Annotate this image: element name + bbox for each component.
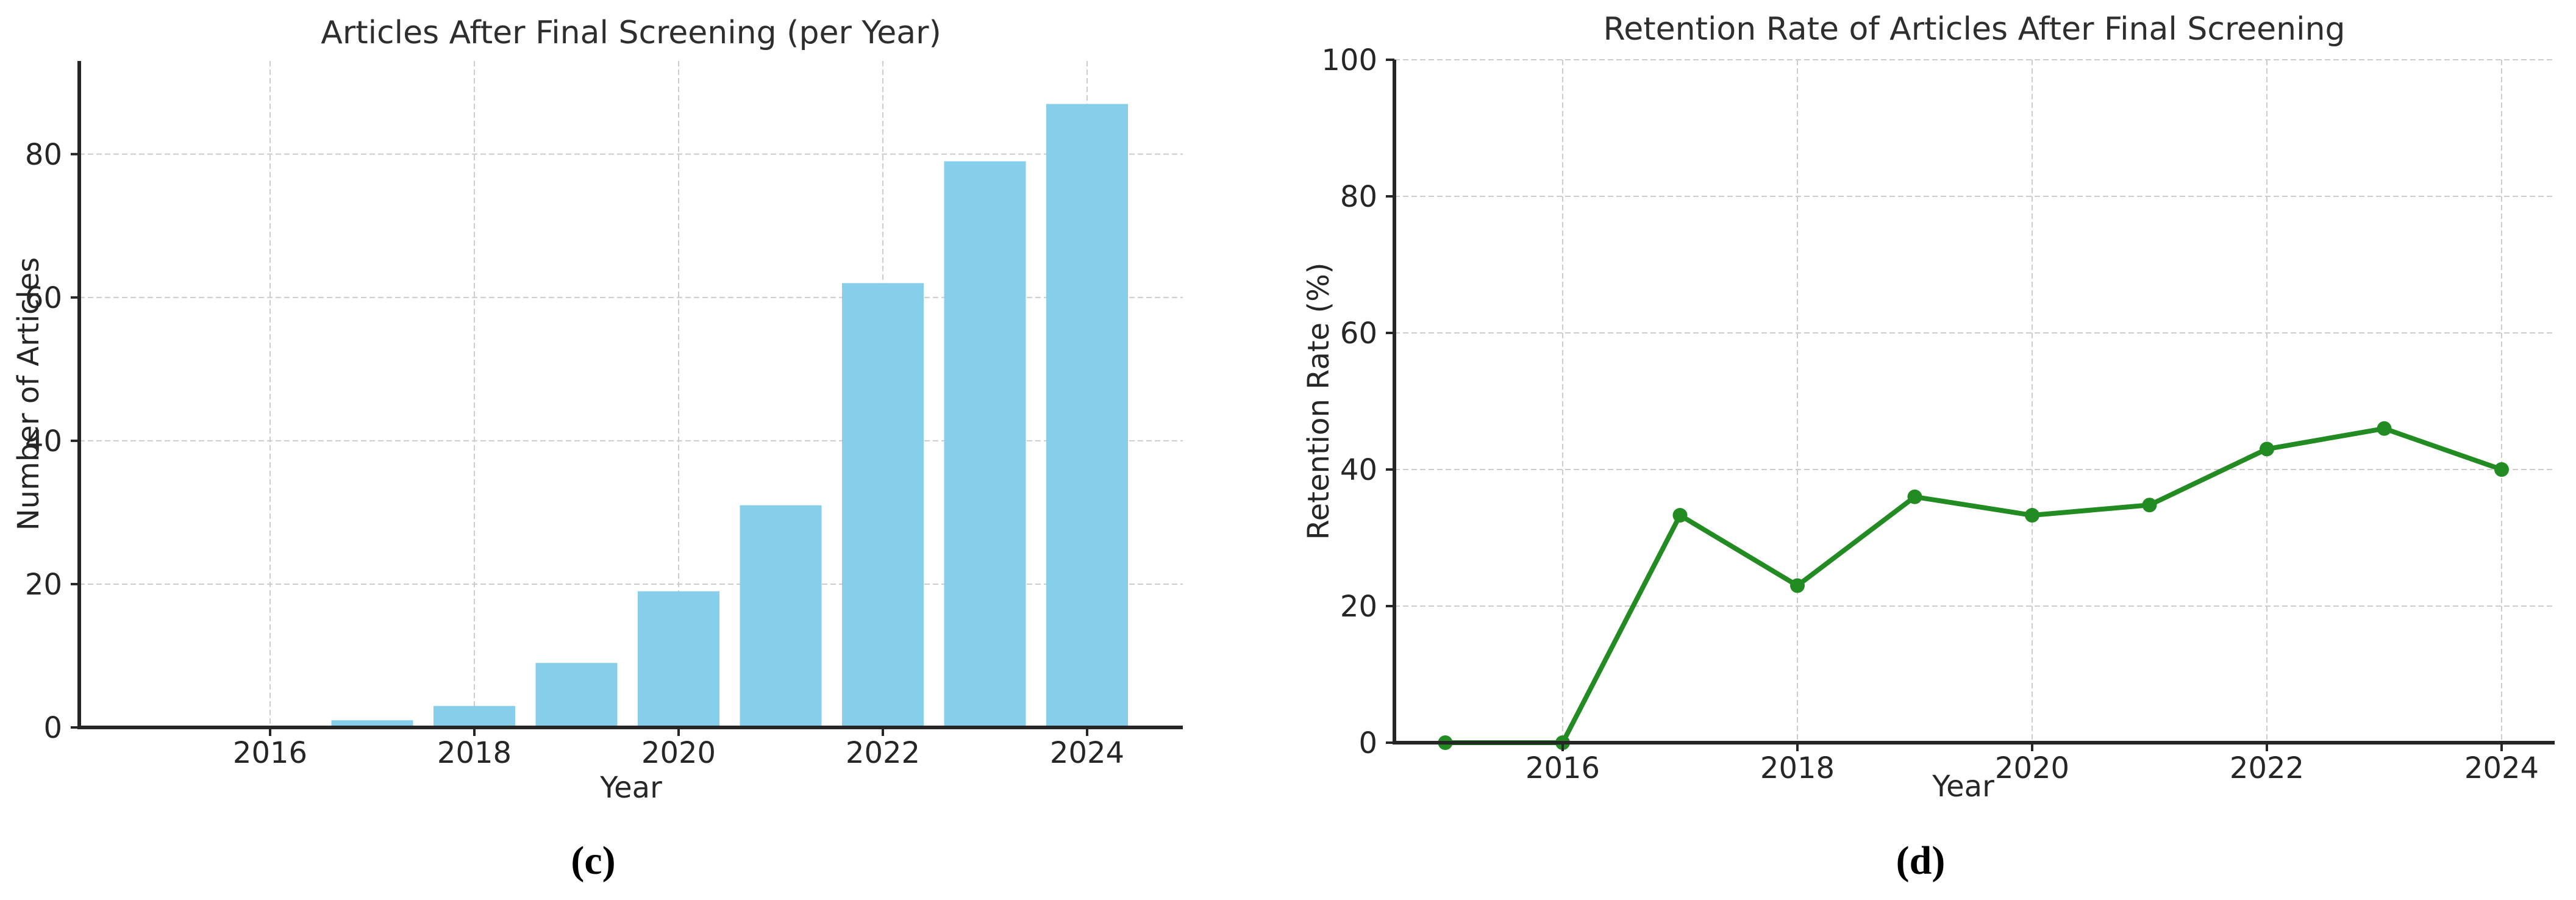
line-series xyxy=(1443,426,2504,745)
y-tick-label: 20 xyxy=(1340,590,1377,624)
y-tick-label: 0 xyxy=(43,711,62,745)
bar-chart: 2016 2018 2020 2022 2024 0 20 40 60 80 xyxy=(25,61,1183,770)
bar-chart-title: Articles After Final Screening (per Year… xyxy=(321,15,941,51)
bar xyxy=(1046,104,1128,728)
data-point-marker xyxy=(1790,578,1805,593)
data-point-marker xyxy=(2377,421,2392,436)
bar xyxy=(433,705,515,727)
bar-chart-caption: (c) xyxy=(571,838,616,883)
data-point-marker xyxy=(1672,508,1688,523)
line-chart-title: Retention Rate of Articles After Final S… xyxy=(1603,11,2346,48)
bar xyxy=(331,720,413,727)
x-tick-label: 2018 xyxy=(437,736,512,770)
x-tick-label: 2022 xyxy=(846,736,920,770)
x-tick-label: 2022 xyxy=(2230,751,2304,785)
line-chart: 2016 2018 2020 2022 2024 0 20 40 60 80 100 xyxy=(1321,43,2555,785)
x-tick-label: 2020 xyxy=(641,736,716,770)
bar-chart-xlabel: Year xyxy=(600,771,662,805)
bar xyxy=(638,591,719,727)
bar xyxy=(535,663,618,727)
x-tick-label: 2016 xyxy=(1525,751,1600,785)
data-point-marker xyxy=(2494,462,2509,477)
data-point-marker xyxy=(2142,498,2157,513)
data-point-marker xyxy=(2025,508,2039,523)
y-tick-label: 60 xyxy=(25,281,62,315)
x-tick-label: 2024 xyxy=(1050,736,1124,770)
x-tick-label: 2016 xyxy=(233,736,307,770)
x-tick-label: 2018 xyxy=(1760,751,1835,785)
bar xyxy=(842,283,924,727)
x-tick-label: 2020 xyxy=(1995,751,2069,785)
line-chart-ylabel: Retention Rate (%) xyxy=(1302,262,1336,540)
y-tick-label: 40 xyxy=(1340,453,1377,487)
line-chart-xlabel: Year xyxy=(1932,770,1994,804)
y-tick-label: 60 xyxy=(1340,316,1377,351)
bar xyxy=(944,161,1026,728)
y-tick-label: 0 xyxy=(1358,726,1377,760)
data-point-marker xyxy=(1907,489,1922,504)
bar-chart-ylabel: Number of Articles xyxy=(12,257,46,531)
data-point-marker xyxy=(2260,441,2274,457)
line-chart-caption: (d) xyxy=(1896,838,1946,883)
bar xyxy=(740,505,822,727)
y-tick-label: 20 xyxy=(25,568,62,602)
x-tick-label: 2024 xyxy=(2464,751,2539,785)
y-tick-label: 80 xyxy=(1340,180,1377,214)
y-tick-label: 80 xyxy=(25,138,62,172)
y-tick-label: 100 xyxy=(1321,43,1377,77)
y-tick-label: 40 xyxy=(25,424,62,459)
